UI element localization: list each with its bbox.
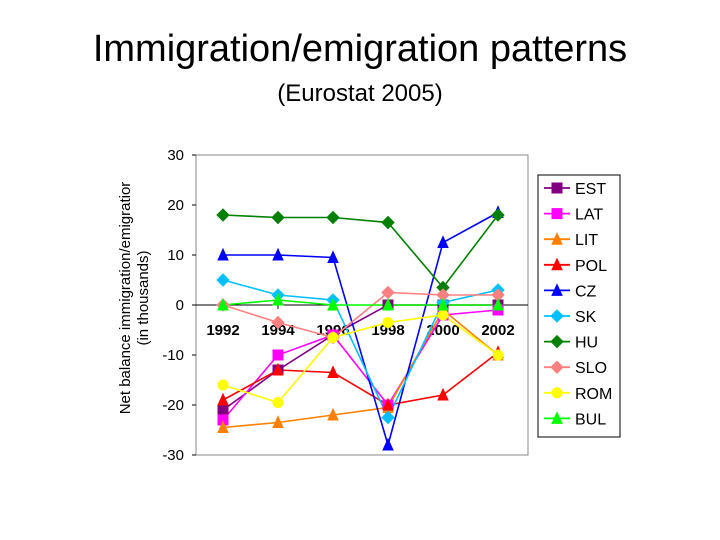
series-line-bul: [222, 299, 498, 306]
legend-marker-bul: [551, 411, 563, 424]
y-tick-label: 30: [167, 147, 184, 164]
series-line-hu: [222, 214, 499, 289]
data-point-pol: [437, 387, 449, 401]
series-line-sk: [222, 279, 499, 420]
data-point-bul: [272, 292, 284, 306]
data-point-rom: [272, 397, 284, 408]
legend-label-lat: LAT: [575, 207, 603, 224]
x-tick-label: 2002: [481, 322, 514, 339]
data-point-cz: [217, 247, 229, 261]
data-point-lit: [217, 420, 229, 433]
data-point-cz: [382, 437, 394, 451]
y-tick-label: 10: [167, 247, 184, 264]
legend-marker-pol: [551, 257, 563, 271]
y-axis-label-units: (in thousands): [135, 250, 152, 345]
data-point-rom: [492, 349, 504, 361]
data-point-bul: [437, 297, 449, 311]
legend-label-pol: POL: [575, 258, 607, 275]
page-subtitle: (Eurostat 2005): [277, 80, 443, 107]
series-line-rom: [222, 314, 499, 404]
x-tick-label: 1992: [206, 322, 239, 339]
y-axis-label: Net balance immigration/emigratior: [117, 182, 134, 415]
legend-label-lit: LIT: [575, 232, 598, 249]
data-point-lit: [327, 407, 339, 421]
legend-marker-hu: [550, 334, 564, 349]
legend-marker-slo: [550, 360, 564, 374]
data-point-sk: [381, 410, 395, 425]
legend-label-hu: HU: [575, 335, 598, 352]
series-line-slo: [222, 291, 498, 339]
data-point-pol: [327, 365, 339, 378]
data-point-hu: [271, 210, 285, 225]
data-point-est: [217, 404, 229, 416]
data-point-cz: [437, 235, 449, 248]
data-point-lat: [272, 349, 284, 361]
data-point-hu: [381, 215, 395, 230]
series-line-cz: [223, 211, 499, 448]
data-point-rom: [382, 317, 394, 328]
data-point-rom: [217, 379, 229, 391]
y-tick-label: -30: [162, 447, 184, 464]
data-point-hu: [216, 208, 230, 222]
legend-marker-sk: [550, 309, 564, 323]
legend-marker-lit: [551, 231, 563, 245]
legend-label-rom: ROM: [575, 386, 612, 403]
y-tick-label: -20: [162, 397, 184, 414]
y-tick-label: 20: [167, 197, 184, 214]
data-point-slo: [271, 315, 285, 330]
data-point-bul: [492, 297, 504, 311]
y-tick-label: -10: [162, 347, 184, 364]
legend-marker-est: [551, 182, 563, 194]
legend-label-slo: SLO: [575, 360, 607, 377]
data-point-pol: [217, 392, 229, 406]
page-title: Immigration/emigration patterns: [92, 28, 628, 70]
data-point-lit: [272, 415, 284, 428]
data-point-pol: [272, 362, 284, 376]
series-line-lat: [222, 309, 499, 421]
x-tick-label: 1994: [261, 322, 295, 339]
data-point-sk: [216, 273, 230, 287]
data-point-bul: [382, 297, 394, 311]
data-point-bul: [217, 297, 229, 311]
data-point-pol: [382, 397, 394, 411]
legend-marker-lat: [551, 208, 563, 220]
data-point-rom: [437, 309, 449, 321]
legend-label-bul: BUL: [575, 411, 606, 428]
legend-marker-cz: [551, 283, 563, 296]
data-point-bul: [327, 297, 339, 311]
legend-label-cz: CZ: [575, 283, 597, 300]
data-point-hu: [491, 208, 505, 222]
data-point-hu: [326, 210, 340, 225]
legend-label-sk: SK: [575, 309, 597, 326]
series-line-lit: [222, 308, 499, 429]
legend-marker-rom: [551, 387, 563, 399]
data-point-rom: [327, 332, 339, 343]
x-tick-label: 1998: [371, 322, 404, 339]
y-tick-label: 0: [176, 297, 184, 314]
series-line-pol: [222, 351, 499, 406]
legend-label-est: EST: [575, 181, 606, 198]
data-point-cz: [327, 250, 339, 263]
data-point-cz: [272, 247, 284, 261]
